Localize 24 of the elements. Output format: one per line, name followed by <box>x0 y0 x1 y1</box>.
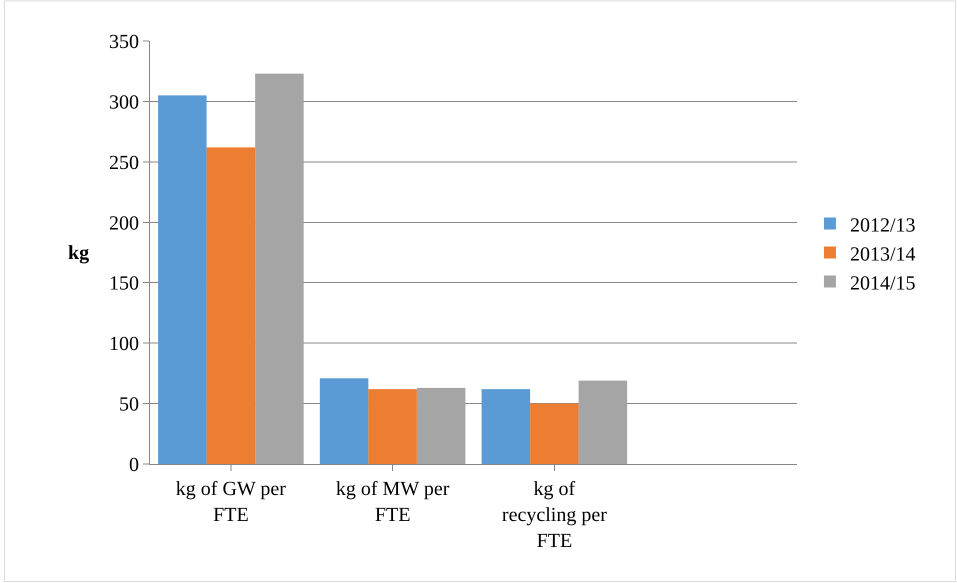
bar <box>255 74 304 464</box>
legend-label: 2013/14 <box>850 243 916 266</box>
y-tick-label: 50 <box>119 394 139 416</box>
bar <box>320 378 368 464</box>
x-tick-label: kg of MW per FTE <box>336 478 450 526</box>
bar <box>206 147 256 464</box>
y-tick-label: 0 <box>129 454 139 476</box>
x-tick-label: kg of recycling per FTE <box>502 478 608 552</box>
y-tick-label: 200 <box>109 212 139 234</box>
bar <box>158 95 207 464</box>
y-tick-label: 350 <box>109 31 139 53</box>
bar <box>482 389 530 464</box>
y-tick-label: 300 <box>109 91 139 114</box>
bar <box>368 389 417 464</box>
y-tick-label: 100 <box>109 333 139 356</box>
legend-label: 2014/15 <box>850 272 916 294</box>
legend-label: 2012/13 <box>850 214 916 236</box>
bar <box>578 380 628 464</box>
y-tick-label: 250 <box>109 152 139 174</box>
x-tick-label: kg of GW per FTE <box>176 478 286 526</box>
y-tick-label: 150 <box>109 272 139 295</box>
y-axis-title: kg <box>68 242 90 264</box>
bar <box>530 404 579 464</box>
bar <box>416 388 466 464</box>
